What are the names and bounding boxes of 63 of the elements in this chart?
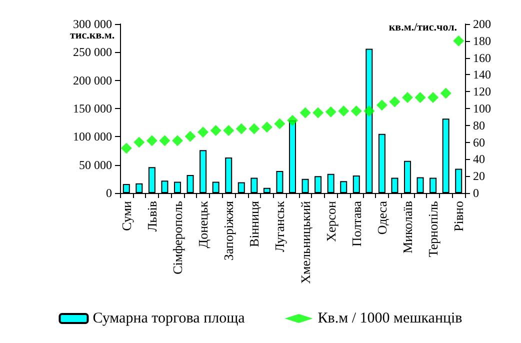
legend-label: Кв.м / 1000 мешканців <box>318 310 462 326</box>
y2-tick-label: 120 <box>473 84 491 99</box>
point <box>312 107 324 118</box>
point <box>184 130 196 142</box>
y-tick-label: 0 <box>106 186 112 200</box>
point <box>376 100 388 111</box>
x-tick-label: Луганськ <box>272 200 288 252</box>
y-axis-title: тис.кв.м. <box>70 30 115 42</box>
point <box>172 135 183 146</box>
y2-tick-label: 80 <box>473 118 485 132</box>
y2-tick-label: 140 <box>473 68 491 82</box>
legend-label: Сумарна торгова площа <box>92 310 246 326</box>
point <box>338 106 350 117</box>
x-tick-label: Суми <box>118 200 134 231</box>
x-tick-label: Сімферополь <box>170 200 185 274</box>
point <box>428 92 439 104</box>
point <box>300 107 311 118</box>
y-tick-label: 150 000 <box>73 102 112 116</box>
y2-tick-label: 100 <box>473 102 491 116</box>
point <box>120 142 132 154</box>
point <box>350 106 362 117</box>
y2-tick-label: 160 <box>473 50 491 65</box>
y2-tick-label: 20 <box>473 169 485 184</box>
y2-tick-label: 40 <box>473 152 485 166</box>
y2-tick-label: 200 <box>473 17 491 31</box>
x-tick-label: Одеса <box>374 200 390 235</box>
x-tick-label: Миколаїв <box>400 201 415 254</box>
x-tick-label: Запоріжжя <box>221 200 236 261</box>
x-tick-label: Херсон <box>323 200 338 242</box>
point <box>402 92 413 104</box>
x-tick-label: Хмельницький <box>298 200 313 284</box>
point <box>159 135 170 146</box>
x-tick-label: Рівно <box>451 201 466 232</box>
point <box>287 114 298 126</box>
point <box>274 118 286 130</box>
y-tick-label: 250 000 <box>73 45 112 60</box>
point <box>414 92 426 104</box>
x-tick-label: Донецьк <box>196 200 211 248</box>
point <box>389 96 400 108</box>
y2-axis-title: кв.м./тис.чол. <box>388 22 458 34</box>
x-tick-label: Львів <box>144 201 160 232</box>
y-tick-label: 50 000 <box>79 158 112 172</box>
y2-tick-label: 60 <box>473 135 485 150</box>
point <box>146 135 158 146</box>
point <box>198 126 209 138</box>
y-tick-label: 100 000 <box>73 130 112 144</box>
y2-tick-label: 180 <box>473 34 491 48</box>
point <box>325 106 336 118</box>
point <box>440 88 452 99</box>
x-tick-label: Тернопіль <box>426 200 441 258</box>
point <box>248 123 260 134</box>
y2-tick-label: 0 <box>473 186 479 200</box>
point <box>236 123 247 134</box>
point <box>261 122 272 133</box>
point <box>134 136 145 148</box>
point <box>453 35 464 46</box>
point <box>364 106 375 117</box>
point <box>223 124 234 136</box>
x-tick-label: Полтава <box>348 200 364 247</box>
y-tick-label: 300 000 <box>73 17 112 31</box>
point <box>210 124 222 136</box>
y-tick-label: 200 000 <box>73 73 112 88</box>
x-tick-label: Вінниця <box>246 200 262 248</box>
